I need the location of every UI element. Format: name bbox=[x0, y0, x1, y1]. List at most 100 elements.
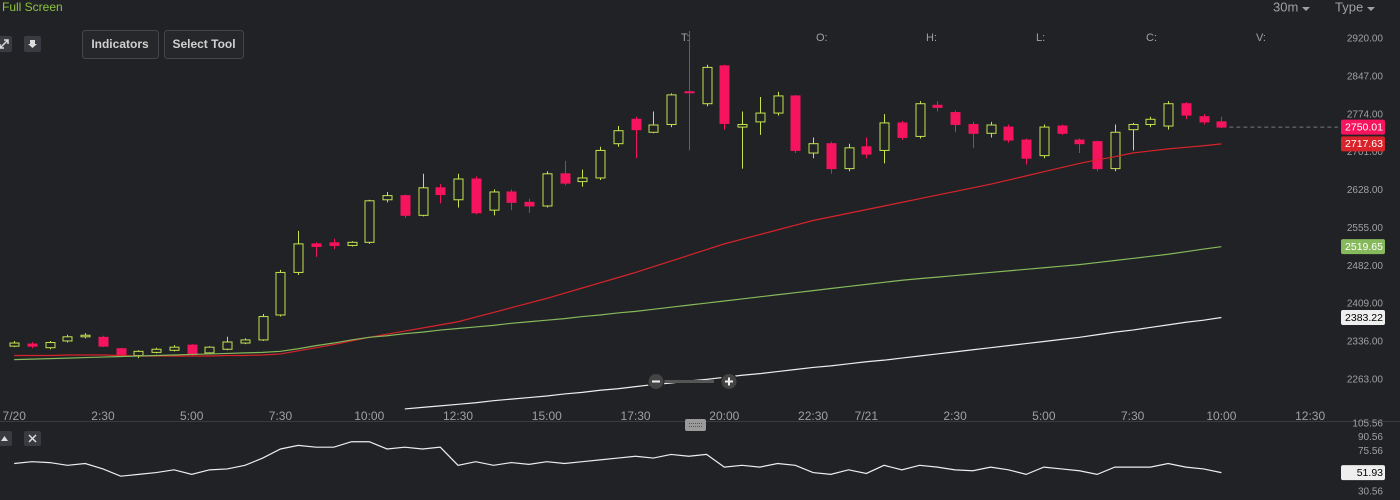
expand-glyph bbox=[0, 39, 9, 49]
type-caret[interactable] bbox=[1367, 7, 1375, 11]
series-price-tag-bg bbox=[1341, 239, 1385, 255]
candle-body bbox=[808, 143, 819, 154]
candle-body bbox=[684, 91, 695, 94]
y-tick-label: 2409.00 bbox=[1347, 299, 1384, 310]
candle-body bbox=[560, 173, 571, 184]
candle-body bbox=[169, 346, 180, 351]
candle-body bbox=[222, 341, 233, 350]
x-tick-label: 10:00 bbox=[1206, 409, 1236, 423]
candle-body bbox=[204, 346, 215, 354]
y-tick-label: 2628.00 bbox=[1347, 185, 1384, 196]
indicator-tick-label: 105.56 bbox=[1352, 419, 1383, 430]
candle-body bbox=[613, 130, 624, 145]
candle-body bbox=[1110, 131, 1121, 170]
candle-body bbox=[968, 123, 979, 134]
candle-body bbox=[648, 124, 659, 133]
ohlc-label: H: bbox=[926, 32, 937, 44]
candle-body bbox=[897, 122, 908, 138]
indicator-line bbox=[14, 441, 1222, 477]
ohlc-label: L: bbox=[1036, 32, 1045, 44]
candle-body bbox=[755, 112, 766, 123]
y-tick-label: 2847.00 bbox=[1347, 71, 1384, 82]
series-price-tag: 2383.22 bbox=[1345, 312, 1383, 324]
indicators-button[interactable]: Indicators bbox=[82, 30, 159, 59]
select-tool-button[interactable]: Select Tool bbox=[164, 30, 244, 59]
candle-body bbox=[275, 271, 286, 316]
candle-body bbox=[773, 95, 784, 114]
last-price-tag-bg bbox=[1341, 119, 1385, 135]
candle-body bbox=[1163, 103, 1174, 127]
ohlc-label: T: bbox=[681, 32, 690, 44]
indicator-tick-label: 90.56 bbox=[1358, 432, 1383, 443]
series-price-tag-bg bbox=[1341, 309, 1385, 325]
candle-body bbox=[542, 173, 553, 207]
candle-body bbox=[702, 66, 713, 105]
candle-body bbox=[1145, 118, 1156, 125]
candle-body bbox=[1003, 126, 1014, 141]
interval-menu[interactable]: 30m bbox=[1273, 0, 1298, 14]
indicator-value-tag: 51.93 bbox=[1357, 467, 1383, 479]
candle-body bbox=[577, 177, 588, 183]
ohlc-label: V: bbox=[1256, 32, 1266, 44]
candle-body bbox=[524, 201, 535, 207]
candle-body bbox=[80, 334, 91, 338]
candle-body bbox=[45, 342, 56, 349]
candle-body bbox=[133, 350, 144, 356]
ohlc-label: C: bbox=[1146, 32, 1157, 44]
candle-body bbox=[418, 187, 429, 216]
indicator-value-tag-bg bbox=[1341, 465, 1385, 481]
candle-body bbox=[1057, 125, 1068, 134]
download-glyph bbox=[28, 40, 37, 48]
button-label: Select Tool bbox=[172, 37, 235, 51]
candle-body bbox=[844, 147, 855, 170]
indicator-tick-label: 30.56 bbox=[1358, 487, 1383, 498]
candle-body bbox=[1128, 123, 1139, 131]
series-price-tag: 2519.65 bbox=[1345, 241, 1383, 253]
candle-body bbox=[400, 195, 411, 216]
candle-body bbox=[240, 339, 251, 344]
candle-body bbox=[98, 336, 109, 347]
candle-body bbox=[1199, 116, 1210, 123]
candle-body bbox=[382, 195, 393, 201]
candle-body bbox=[187, 344, 198, 355]
zoom-control bbox=[647, 373, 738, 390]
candle-body bbox=[737, 123, 748, 128]
x-tick-label: 20:00 bbox=[709, 409, 739, 423]
pane-resize-handle[interactable] bbox=[685, 419, 706, 431]
y-tick-label: 2774.00 bbox=[1347, 109, 1384, 120]
interval-caret[interactable] bbox=[1302, 7, 1310, 11]
x-tick-label: 15:00 bbox=[532, 409, 562, 423]
moving-average-line bbox=[404, 316, 1222, 410]
candle-body bbox=[116, 348, 127, 355]
candle-body bbox=[27, 343, 38, 347]
button-label: Indicators bbox=[91, 37, 149, 51]
up-glyph bbox=[1, 436, 8, 441]
x-tick-label: 7/20 bbox=[3, 409, 27, 423]
candle-body bbox=[453, 178, 464, 201]
candle-body bbox=[9, 342, 20, 347]
type-menu[interactable]: Type bbox=[1335, 0, 1363, 14]
series-price-tag-bg bbox=[1341, 136, 1385, 152]
moving-average-line bbox=[14, 143, 1222, 357]
candle-body bbox=[62, 336, 73, 342]
candle-body bbox=[666, 94, 677, 125]
candle-body bbox=[293, 243, 304, 273]
candle-body bbox=[471, 178, 482, 214]
candle-body bbox=[1039, 126, 1050, 157]
candle-body bbox=[719, 65, 730, 124]
candle-body bbox=[1092, 141, 1103, 170]
candle-body bbox=[595, 149, 606, 179]
ohlc-label: O: bbox=[816, 32, 828, 44]
full-screen-link[interactable]: Full Screen bbox=[2, 0, 63, 14]
candle-body bbox=[258, 316, 269, 341]
candle-body bbox=[915, 103, 926, 137]
expand-icon[interactable] bbox=[0, 36, 12, 52]
candle-body bbox=[1021, 139, 1032, 159]
x-tick-label: 2:30 bbox=[943, 409, 967, 423]
x-tick-label: 7:30 bbox=[1121, 409, 1145, 423]
x-tick-label: 10:00 bbox=[354, 409, 384, 423]
candle-body bbox=[489, 191, 500, 211]
x-tick-label: 7/21 bbox=[855, 409, 879, 423]
